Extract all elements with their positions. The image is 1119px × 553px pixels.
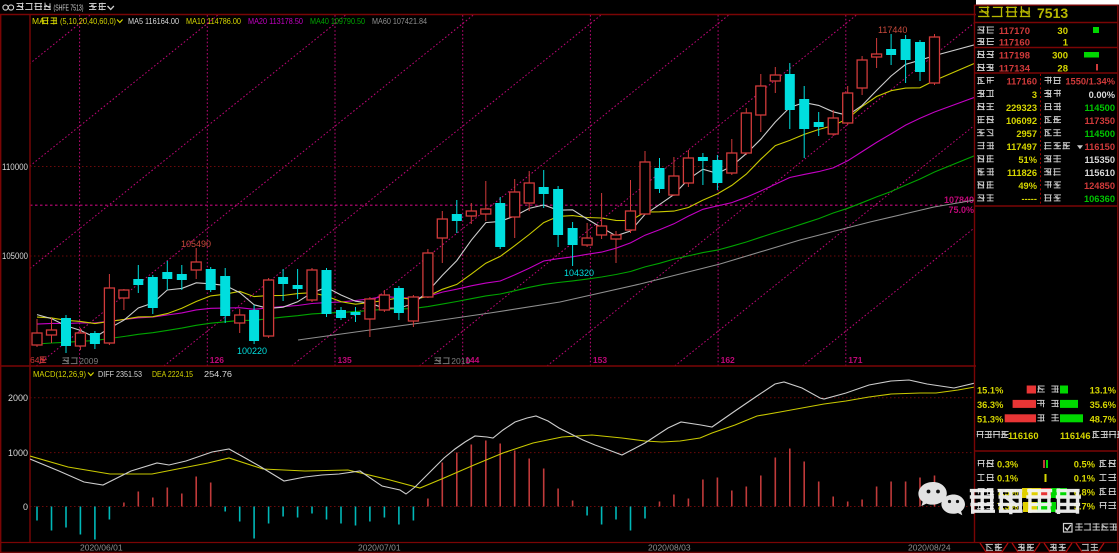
svg-text:MA: MA	[32, 16, 45, 26]
svg-text:0: 0	[23, 502, 28, 512]
svg-text:117497: 117497	[1006, 142, 1037, 152]
svg-text:7.3%: 7.3%	[997, 502, 1019, 512]
svg-text:116160: 116160	[1008, 431, 1039, 441]
svg-text:110000: 110000	[2, 162, 28, 172]
svg-text:1: 1	[1063, 38, 1069, 49]
svg-text:35.6%: 35.6%	[1090, 400, 1117, 410]
svg-text:1000: 1000	[8, 448, 28, 458]
svg-text:-----: -----	[1022, 194, 1037, 204]
svg-text:116146: 116146	[1060, 431, 1091, 441]
svg-text:117134: 117134	[999, 64, 1031, 75]
svg-text:(SHFE 7513): (SHFE 7513)	[54, 3, 84, 13]
svg-text:117198: 117198	[999, 51, 1030, 62]
svg-text:MA5 116164.00: MA5 116164.00	[128, 16, 179, 26]
svg-text:117350: 117350	[1084, 116, 1115, 126]
svg-text:MA40 109790.50: MA40 109790.50	[310, 16, 365, 26]
svg-text:106092: 106092	[1006, 116, 1037, 126]
svg-text:2020/06/01: 2020/06/01	[80, 543, 123, 553]
svg-text:15.1%: 15.1%	[977, 386, 1004, 396]
svg-text:254.76: 254.76	[204, 369, 232, 379]
svg-text:135: 135	[338, 355, 352, 365]
svg-text:MA60 107421.84: MA60 107421.84	[372, 16, 427, 26]
svg-text:2020/08/03: 2020/08/03	[648, 543, 691, 553]
svg-text:124850: 124850	[1084, 181, 1115, 191]
svg-text:28: 28	[1057, 64, 1068, 75]
svg-text:5.7%: 5.7%	[1074, 502, 1096, 512]
svg-text:MA20 113178.50: MA20 113178.50	[248, 16, 303, 26]
svg-text:111826: 111826	[1007, 168, 1037, 178]
svg-text:DEA 2224.15: DEA 2224.15	[152, 369, 193, 379]
svg-text:MACD(12,26,9): MACD(12,26,9)	[33, 369, 86, 379]
svg-text:162: 162	[721, 355, 735, 365]
svg-text:7513: 7513	[1037, 5, 1068, 21]
svg-text:49%: 49%	[1018, 181, 1037, 191]
svg-text:MA10 114786.00: MA10 114786.00	[186, 16, 241, 26]
svg-text:2957: 2957	[1016, 129, 1037, 139]
svg-text:51.3%: 51.3%	[977, 414, 1004, 424]
svg-text:2010: 2010	[451, 356, 470, 366]
svg-text:104320: 104320	[564, 268, 594, 278]
svg-text:13.1%: 13.1%	[1090, 386, 1117, 396]
svg-text:117440: 117440	[878, 25, 907, 35]
svg-text:DIFF 2351.53: DIFF 2351.53	[98, 369, 142, 379]
svg-text:144: 144	[465, 355, 479, 365]
svg-text:0.1%: 0.1%	[1074, 474, 1096, 484]
svg-text:115350: 115350	[1084, 155, 1115, 165]
svg-text:48.7%: 48.7%	[1090, 414, 1117, 424]
svg-text:0.5%: 0.5%	[1074, 460, 1096, 470]
svg-text:300: 300	[1052, 51, 1068, 62]
svg-text:171: 171	[848, 355, 862, 365]
svg-text:75.0%: 75.0%	[948, 205, 974, 215]
svg-text:0.1%: 0.1%	[997, 474, 1019, 484]
svg-text:117160: 117160	[1006, 77, 1037, 87]
svg-text:6.8%: 6.8%	[1074, 488, 1096, 498]
svg-text:0.00%: 0.00%	[1089, 90, 1116, 100]
svg-text:105490: 105490	[181, 239, 211, 249]
svg-text:229323: 229323	[1006, 103, 1037, 113]
svg-text:2020/08/24: 2020/08/24	[908, 543, 951, 553]
svg-text:3: 3	[1032, 90, 1037, 100]
svg-text:(5,10,20,40,60,0): (5,10,20,40,60,0)	[60, 16, 116, 26]
svg-text:126: 126	[210, 355, 224, 365]
svg-text:7.5%: 7.5%	[997, 488, 1019, 498]
svg-text:2020/07/01: 2020/07/01	[358, 543, 401, 553]
svg-text:100220: 100220	[237, 346, 267, 356]
svg-text:117170: 117170	[999, 26, 1030, 37]
svg-text:106360: 106360	[1084, 194, 1115, 204]
svg-text:2000: 2000	[8, 393, 28, 403]
svg-text:117160: 117160	[999, 38, 1030, 49]
svg-text:36.3%: 36.3%	[977, 400, 1004, 410]
svg-text:114500: 114500	[1084, 103, 1115, 113]
svg-text:2009: 2009	[79, 356, 98, 366]
svg-text:114500: 114500	[1084, 129, 1115, 139]
svg-text:116150: 116150	[1084, 142, 1115, 152]
svg-text:51%: 51%	[1018, 155, 1037, 165]
svg-text:115610: 115610	[1084, 168, 1115, 178]
svg-text:64: 64	[30, 355, 40, 365]
svg-text:105000: 105000	[2, 251, 28, 261]
svg-text:1550/1.34%: 1550/1.34%	[1065, 77, 1115, 87]
svg-text:30: 30	[1057, 26, 1068, 37]
svg-text:153: 153	[593, 355, 607, 365]
svg-text:0.3%: 0.3%	[997, 460, 1019, 470]
svg-text:107840: 107840	[944, 195, 974, 205]
